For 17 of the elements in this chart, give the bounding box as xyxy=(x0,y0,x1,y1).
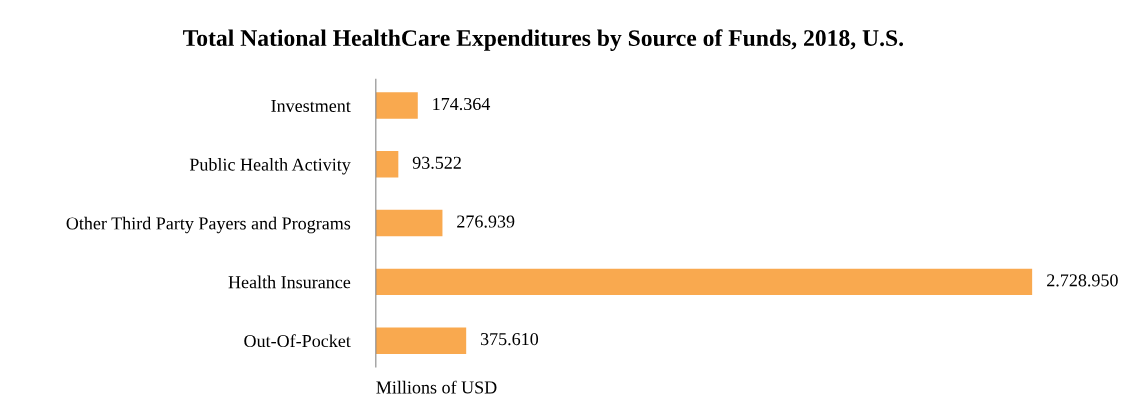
data-label: 174.364 xyxy=(433,97,491,111)
x-axis-title: Millions of USD xyxy=(376,380,497,394)
y-tick-label: Health Insurance xyxy=(228,275,351,289)
y-tick-label: Public Health Activity xyxy=(189,158,351,175)
y-tick-label: Out-Of-Pocket xyxy=(244,334,351,348)
bar xyxy=(375,268,1033,296)
data-label: 375.610 xyxy=(480,332,539,346)
data-label: 93.522 xyxy=(412,156,461,169)
bar xyxy=(375,92,418,119)
data-label: 2.728.950 xyxy=(1047,274,1118,287)
y-tick-label: Investment xyxy=(271,99,351,112)
bar xyxy=(375,209,443,237)
bar xyxy=(375,327,467,354)
y-tick-label: Other Third Party Payers and Programs xyxy=(66,216,351,234)
chart-title: Total National HealthCare Expenditures by Source of Funds, 2018, U.S. xyxy=(183,29,904,51)
bar xyxy=(375,151,399,178)
data-label: 276.939 xyxy=(457,215,515,228)
